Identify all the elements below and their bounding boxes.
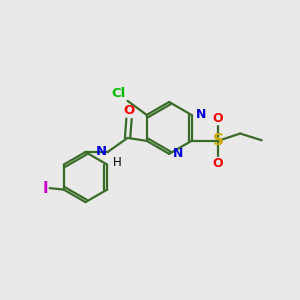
Text: O: O xyxy=(123,104,135,117)
Text: I: I xyxy=(43,181,48,196)
Text: N: N xyxy=(96,145,107,158)
Text: N: N xyxy=(173,147,183,160)
Text: S: S xyxy=(213,134,224,148)
Text: O: O xyxy=(213,157,224,170)
Text: O: O xyxy=(213,112,224,125)
Text: Cl: Cl xyxy=(112,87,126,100)
Text: H: H xyxy=(113,156,122,169)
Text: N: N xyxy=(195,109,206,122)
